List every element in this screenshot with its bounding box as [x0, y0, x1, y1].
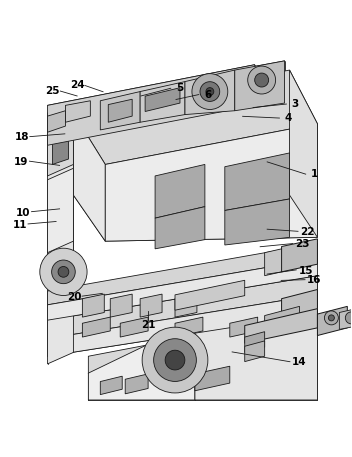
Polygon shape [82, 317, 110, 337]
Circle shape [58, 266, 69, 277]
Text: 16: 16 [307, 276, 322, 285]
Polygon shape [74, 70, 318, 165]
Polygon shape [175, 280, 245, 310]
Polygon shape [140, 294, 162, 317]
Text: 23: 23 [295, 239, 309, 249]
Circle shape [142, 327, 208, 393]
Text: 4: 4 [284, 113, 292, 123]
Text: 14: 14 [291, 357, 306, 367]
Polygon shape [88, 322, 195, 400]
Text: 19: 19 [14, 157, 28, 167]
Polygon shape [318, 306, 347, 335]
Circle shape [52, 260, 75, 284]
Polygon shape [195, 280, 318, 400]
Polygon shape [48, 113, 74, 364]
Polygon shape [74, 113, 105, 241]
Polygon shape [105, 124, 318, 241]
Text: 18: 18 [14, 133, 29, 142]
Circle shape [165, 350, 185, 370]
Polygon shape [225, 199, 290, 245]
Text: 22: 22 [300, 227, 315, 237]
Circle shape [200, 82, 220, 101]
Polygon shape [100, 91, 140, 130]
Polygon shape [282, 239, 318, 272]
Polygon shape [175, 294, 197, 317]
Circle shape [206, 88, 214, 96]
Circle shape [40, 248, 87, 296]
Circle shape [255, 73, 269, 87]
Text: 5: 5 [176, 83, 183, 93]
Polygon shape [48, 65, 255, 145]
Polygon shape [48, 276, 318, 339]
Polygon shape [168, 369, 190, 388]
Circle shape [248, 66, 276, 94]
Text: 10: 10 [16, 208, 31, 218]
Polygon shape [185, 70, 235, 115]
Circle shape [153, 339, 196, 382]
Polygon shape [48, 111, 65, 132]
Polygon shape [48, 259, 318, 320]
Circle shape [328, 315, 334, 321]
Circle shape [192, 74, 228, 110]
Polygon shape [235, 61, 284, 111]
Polygon shape [265, 249, 282, 276]
Polygon shape [108, 99, 132, 122]
Polygon shape [140, 82, 185, 122]
Polygon shape [339, 308, 352, 329]
Circle shape [345, 312, 352, 324]
Polygon shape [88, 313, 318, 374]
Polygon shape [48, 244, 318, 305]
Polygon shape [245, 341, 265, 361]
Text: 20: 20 [67, 292, 82, 302]
Polygon shape [155, 207, 205, 249]
Polygon shape [48, 168, 74, 253]
Polygon shape [48, 106, 74, 130]
Polygon shape [175, 317, 203, 337]
Circle shape [325, 311, 338, 325]
Polygon shape [230, 317, 258, 337]
Polygon shape [52, 136, 68, 165]
Polygon shape [290, 70, 318, 237]
Text: 11: 11 [13, 220, 27, 230]
Polygon shape [48, 126, 74, 176]
Text: 6: 6 [204, 90, 211, 100]
Polygon shape [100, 376, 122, 394]
Polygon shape [110, 294, 132, 317]
Text: 24: 24 [70, 80, 84, 90]
Polygon shape [265, 306, 300, 335]
Polygon shape [282, 289, 318, 323]
Text: 25: 25 [45, 86, 60, 96]
Polygon shape [120, 317, 148, 337]
Polygon shape [82, 294, 104, 317]
Polygon shape [155, 165, 205, 218]
Polygon shape [225, 153, 290, 211]
Text: 3: 3 [291, 99, 299, 109]
Text: 21: 21 [141, 320, 155, 330]
Text: 15: 15 [298, 266, 313, 276]
Polygon shape [145, 88, 180, 112]
Text: 1: 1 [311, 169, 318, 179]
Polygon shape [48, 295, 318, 356]
Polygon shape [125, 374, 148, 394]
Polygon shape [245, 332, 265, 352]
Polygon shape [245, 308, 318, 343]
Polygon shape [65, 101, 90, 122]
Polygon shape [195, 366, 230, 391]
